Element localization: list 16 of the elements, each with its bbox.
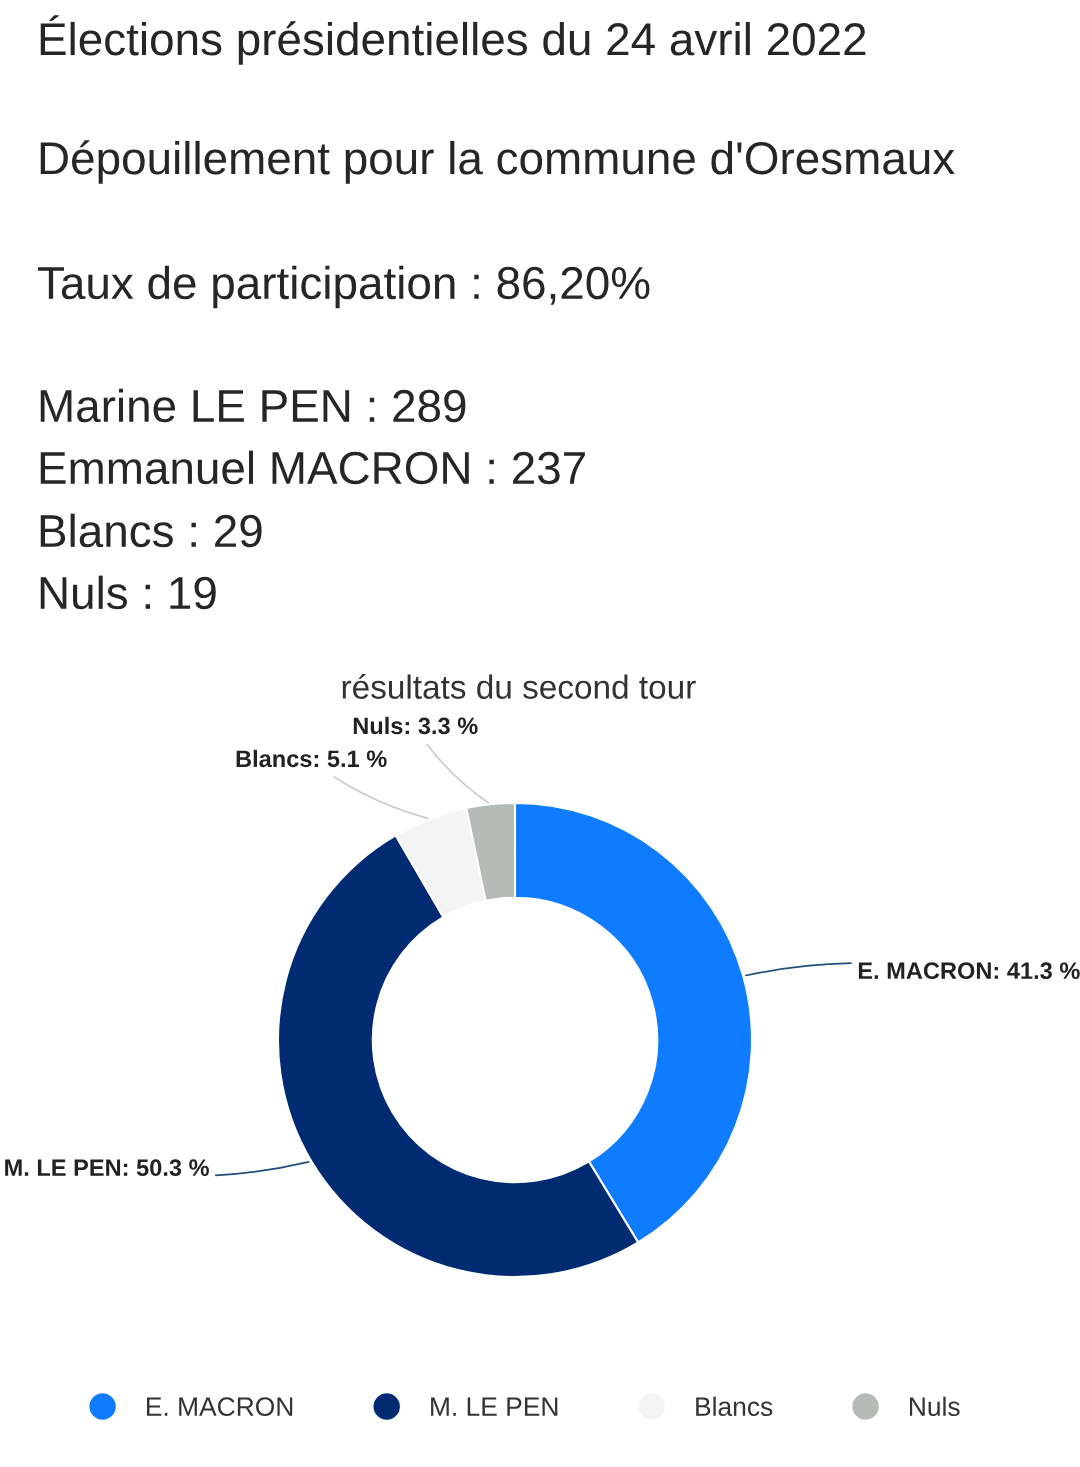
data-label: Nuls: 3.3 % [353,716,478,735]
chart-subtitle: Dépouillement pour la commune d'Oresmaux [40,140,955,184]
text: Taux de participation : 86,20% [38,265,650,309]
text: Blancs : 29 [40,513,262,548]
text: Marine LE PEN : 289 [40,388,466,423]
data-label: E. MACRON: 41.3 % [858,962,1080,980]
legend-label: Blancs [696,1396,773,1417]
data-label: M. LE PEN: 50.3 % [5,1159,209,1177]
legend-label: E. MACRON [146,1397,293,1417]
data-label: Blancs: 5.1 % [236,749,387,768]
legend-label: Nuls [909,1396,960,1417]
text: Emmanuel MACRON : 237 [40,450,585,485]
text: résultats du second tour [342,674,696,699]
chart-title: Élections présidentielles du 24 avril 2022 [40,15,866,65]
text: Nuls : 19 [40,575,216,610]
legend-label: M. LE PEN [431,1397,558,1416]
